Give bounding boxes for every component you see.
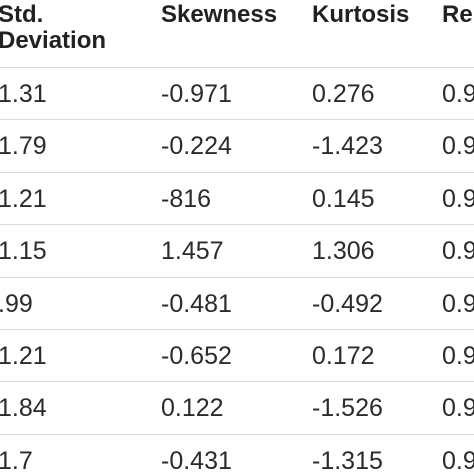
cell-std-deviation: 1.7 [0,446,33,474]
header-skewness: Skewness [161,1,278,28]
cell-skewness: -0.652 [161,342,232,370]
table-header: Std. Deviation Skewness Kurtosis Rel [0,0,474,67]
table-row: 1.21 -816 0.145 0.9 [0,173,474,225]
cell-skewness: -0.971 [161,80,232,108]
cell-skewness: -816 [161,184,212,213]
row-divider [0,433,474,435]
cell-reliability: 0.9 [442,80,474,108]
cell-kurtosis: -0.492 [312,289,383,318]
cell-kurtosis: -1.423 [312,132,383,161]
row-divider [0,276,474,278]
header-reliability: Rel [442,1,474,28]
cell-reliability: 0.9 [442,446,474,474]
cell-reliability: 0.9 [442,289,474,318]
cell-reliability: 0.9 [442,342,474,370]
table-row: 1.79 -0.224 -1.423 0.9 [0,120,474,172]
cell-skewness: -0.481 [161,289,232,318]
header-std-deviation-line1: Std. [0,1,44,28]
row-divider [0,171,474,173]
table-row: 1.15 1.457 1.306 0.9 [0,225,474,277]
cell-kurtosis: -1.315 [312,446,383,474]
cell-std-deviation: 1.31 [0,80,47,108]
cell-kurtosis: -1.526 [312,394,383,423]
cell-kurtosis: 1.306 [312,237,375,266]
cell-skewness: 0.122 [161,394,224,423]
cell-reliability: 0.9 [442,184,474,213]
table-row: .99 -0.481 -0.492 0.9 [0,278,474,330]
header-divider [0,67,474,68]
cell-kurtosis: 0.276 [312,80,375,108]
cell-reliability: 0.9 [442,132,474,161]
cell-kurtosis: 0.172 [312,342,375,370]
cell-std-deviation: 1.15 [0,237,47,266]
cell-std-deviation: 1.21 [0,342,47,370]
header-std-deviation-line2: Deviation [0,27,107,54]
row-divider [0,119,474,121]
table-row: 1.7 -0.431 -1.315 0.9 [0,435,474,474]
cell-skewness: 1.457 [161,237,224,266]
table-row: 1.31 -0.971 0.276 0.9 [0,68,474,120]
header-kurtosis: Kurtosis [312,1,410,28]
cell-reliability: 0.9 [442,237,474,266]
cell-skewness: -0.431 [161,446,232,474]
cell-std-deviation: .99 [0,289,33,318]
table-row: 1.84 0.122 -1.526 0.9 [0,382,474,434]
table-row: 1.21 -0.652 0.172 0.9 [0,330,474,382]
cell-reliability: 0.9 [442,394,474,423]
cell-std-deviation: 1.84 [0,394,47,423]
row-divider [0,329,474,330]
cell-skewness: -0.224 [161,132,232,161]
cell-std-deviation: 1.79 [0,132,47,161]
row-divider [0,224,474,226]
row-divider [0,381,474,383]
cell-kurtosis: 0.145 [312,184,375,213]
cell-std-deviation: 1.21 [0,184,47,213]
header-std-deviation: Std. Deviation [0,2,106,54]
